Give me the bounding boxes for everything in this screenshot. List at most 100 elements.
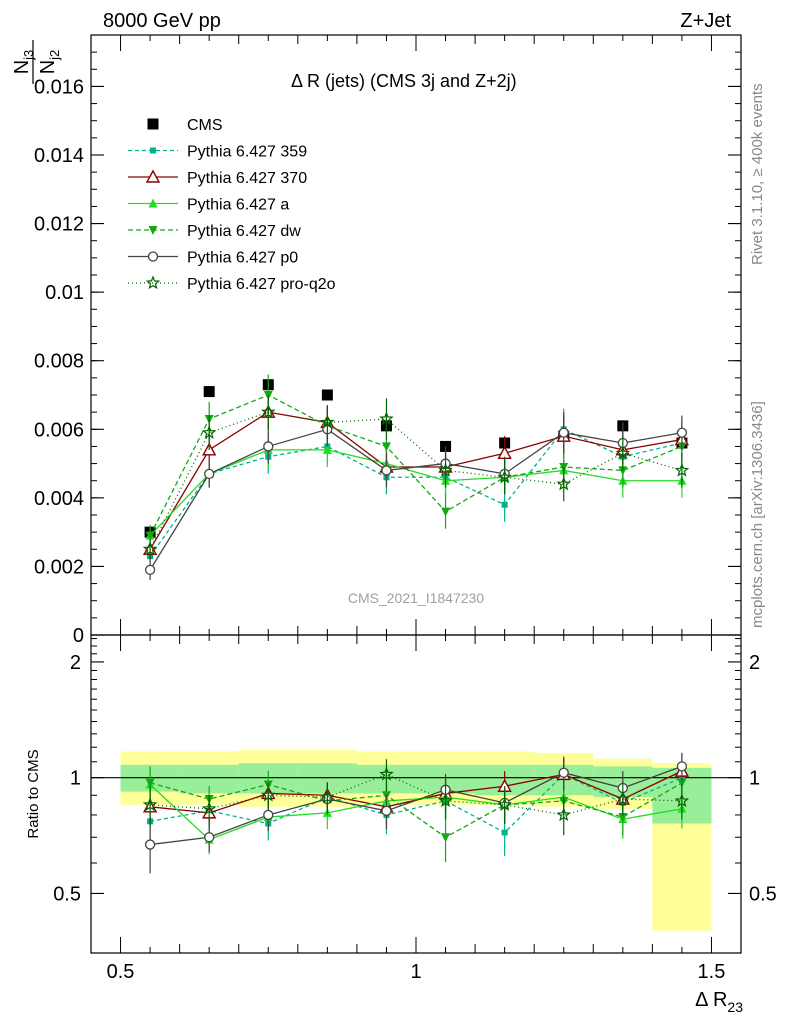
svg-text:Nj3: Nj3 [11,50,36,75]
point-pq2o [438,462,453,477]
point-pdw [145,531,155,541]
legend-item-p359: Pythia 6.427 359 [128,144,307,161]
ratio-line-pa [149,784,683,841]
ratio-tick-label: 1 [70,768,81,790]
ratio-point-pp0 [204,832,215,843]
point-p370 [497,445,512,459]
point-pq2o [615,445,631,460]
ratio-point-pq2o [320,789,335,804]
legend-label: Pythia 6.427 a [187,197,289,214]
ratio-point-pdw [441,833,451,843]
chart-title-text: Δ R (jets) (CMS 3j and Z+2j) [291,71,517,91]
point-CMS [203,386,215,398]
point-pq2o [142,541,158,556]
series-line-p359 [149,428,683,557]
point-pdw [381,442,391,452]
point-pq2o [261,404,276,419]
svg-text:Nj2: Nj2 [37,50,62,75]
mcplots-label: mcplots.cern.ch [arXiv:1306.3436] [749,401,766,628]
ratio-line-p359 [149,773,683,834]
chart-title: Δ R (jets) (CMS 3j and Z+2j) [291,71,517,91]
legend-label: Pythia 6.427 359 [187,144,307,161]
ratio-tick-label: 0.5 [53,883,81,905]
ratio-point-pdw [145,778,155,788]
legend: CMS Pythia 6.427 359 Pythia 6.427 370 Pythi… [128,117,336,293]
point-pq2o [201,425,217,439]
y-label-numerator: N [11,60,33,74]
ratio-y-label: Ratio to CMS [25,749,42,838]
legend-marker [145,169,161,183]
legend-marker [148,226,158,235]
point-CMS [321,389,333,401]
legend-label: CMS [187,117,223,134]
ratio-point-pp0 [676,761,688,772]
ratio-point-pq2o [142,797,158,812]
x-tick-label: 1.5 [698,961,726,983]
y-label-numerator-sub: j3 [21,50,36,61]
y-tick-label: 0.004 [34,488,84,510]
ratio-point-pq2o [497,797,512,812]
point-pq2o [497,469,512,484]
series-pq2o [142,395,690,560]
point-pp0 [381,465,392,476]
ratio-point-pdw [677,778,687,788]
ratio-point-pq2o [261,787,276,802]
legend-item-pdw: Pythia 6.427 dw [128,223,301,240]
ratio-point-pq2o [438,793,453,808]
ratio-point-pq2o [556,807,571,822]
ratio-tick-label: 2 [70,652,81,674]
point-pq2o [379,411,394,426]
x-tick-label: 0.5 [107,961,135,983]
x-tick-label: 1 [410,961,421,983]
point-pq2o [556,476,571,491]
legend-label: Pythia 6.427 dw [187,223,301,240]
legend-item-p370: Pythia 6.427 370 [128,169,307,187]
legend-item-pp0: Pythia 6.427 p0 [128,250,298,267]
y-label-denominator-sub: j2 [47,50,62,61]
legend-item-pq2o: Pythia 6.427 pro-q2o [128,275,336,293]
legend-item-pa: Pythia 6.427 a [128,197,289,214]
ratio-tick-label-right: 0.5 [749,883,777,905]
y-tick-label: 0.006 [34,419,84,441]
point-pp0 [558,427,569,438]
series-p359 [147,408,685,567]
legend-marker [148,198,158,208]
point-pa [322,444,332,454]
series-pa [145,432,687,546]
y-tick-label: 0.01 [45,282,84,304]
series-line-pdw [149,394,683,536]
ratio-series [142,752,690,874]
point-pdw [441,507,451,517]
ratio-point-pp0 [381,805,392,816]
legend-marker [150,147,156,154]
x-label-sub: 23 [727,999,743,1015]
ratio-point-pq2o [674,793,690,808]
main-axis-ticks: 0 0.002 0.004 0.006 0.008 0.01 0.012 0.014 0.016 [34,35,741,647]
legend-label: Pythia 6.427 p0 [187,250,298,267]
ratio-point-pp0 [558,767,569,778]
series-line-pp0 [149,428,683,571]
ratio-point-pdw [618,813,628,823]
y-label-denominator: N [37,60,59,74]
analysis-watermark: CMS_2021_I1847230 [348,590,484,606]
legend-label: Pythia 6.427 370 [187,170,307,187]
ratio-line-pdw [149,782,683,839]
ratio-point-pq2o [379,766,394,781]
legend-item-CMS: CMS [147,117,223,134]
ratio-point-pq2o [615,791,631,806]
y-tick-label: 0.002 [34,556,84,578]
point-pdw [618,466,628,476]
ratio-series-pq2o [142,759,690,836]
ratio-line-pp0 [150,765,683,846]
ratio-tick-label-right: 1 [749,768,760,790]
x-axis-label: Δ R23 [695,989,743,1015]
series-pdw [145,374,687,546]
ratio-tick-label-right: 2 [749,652,760,674]
y-tick-label: 0 [73,625,84,647]
series-line-pa [149,449,682,537]
y-tick-label: 0.014 [34,145,84,167]
rivet-label: Rivet 3.1.10, ≥ 400k events [749,83,766,265]
series-line-pq2o [149,411,683,550]
header-energy-label: 8000 GeV pp [103,10,221,32]
point-pp0 [144,564,156,576]
